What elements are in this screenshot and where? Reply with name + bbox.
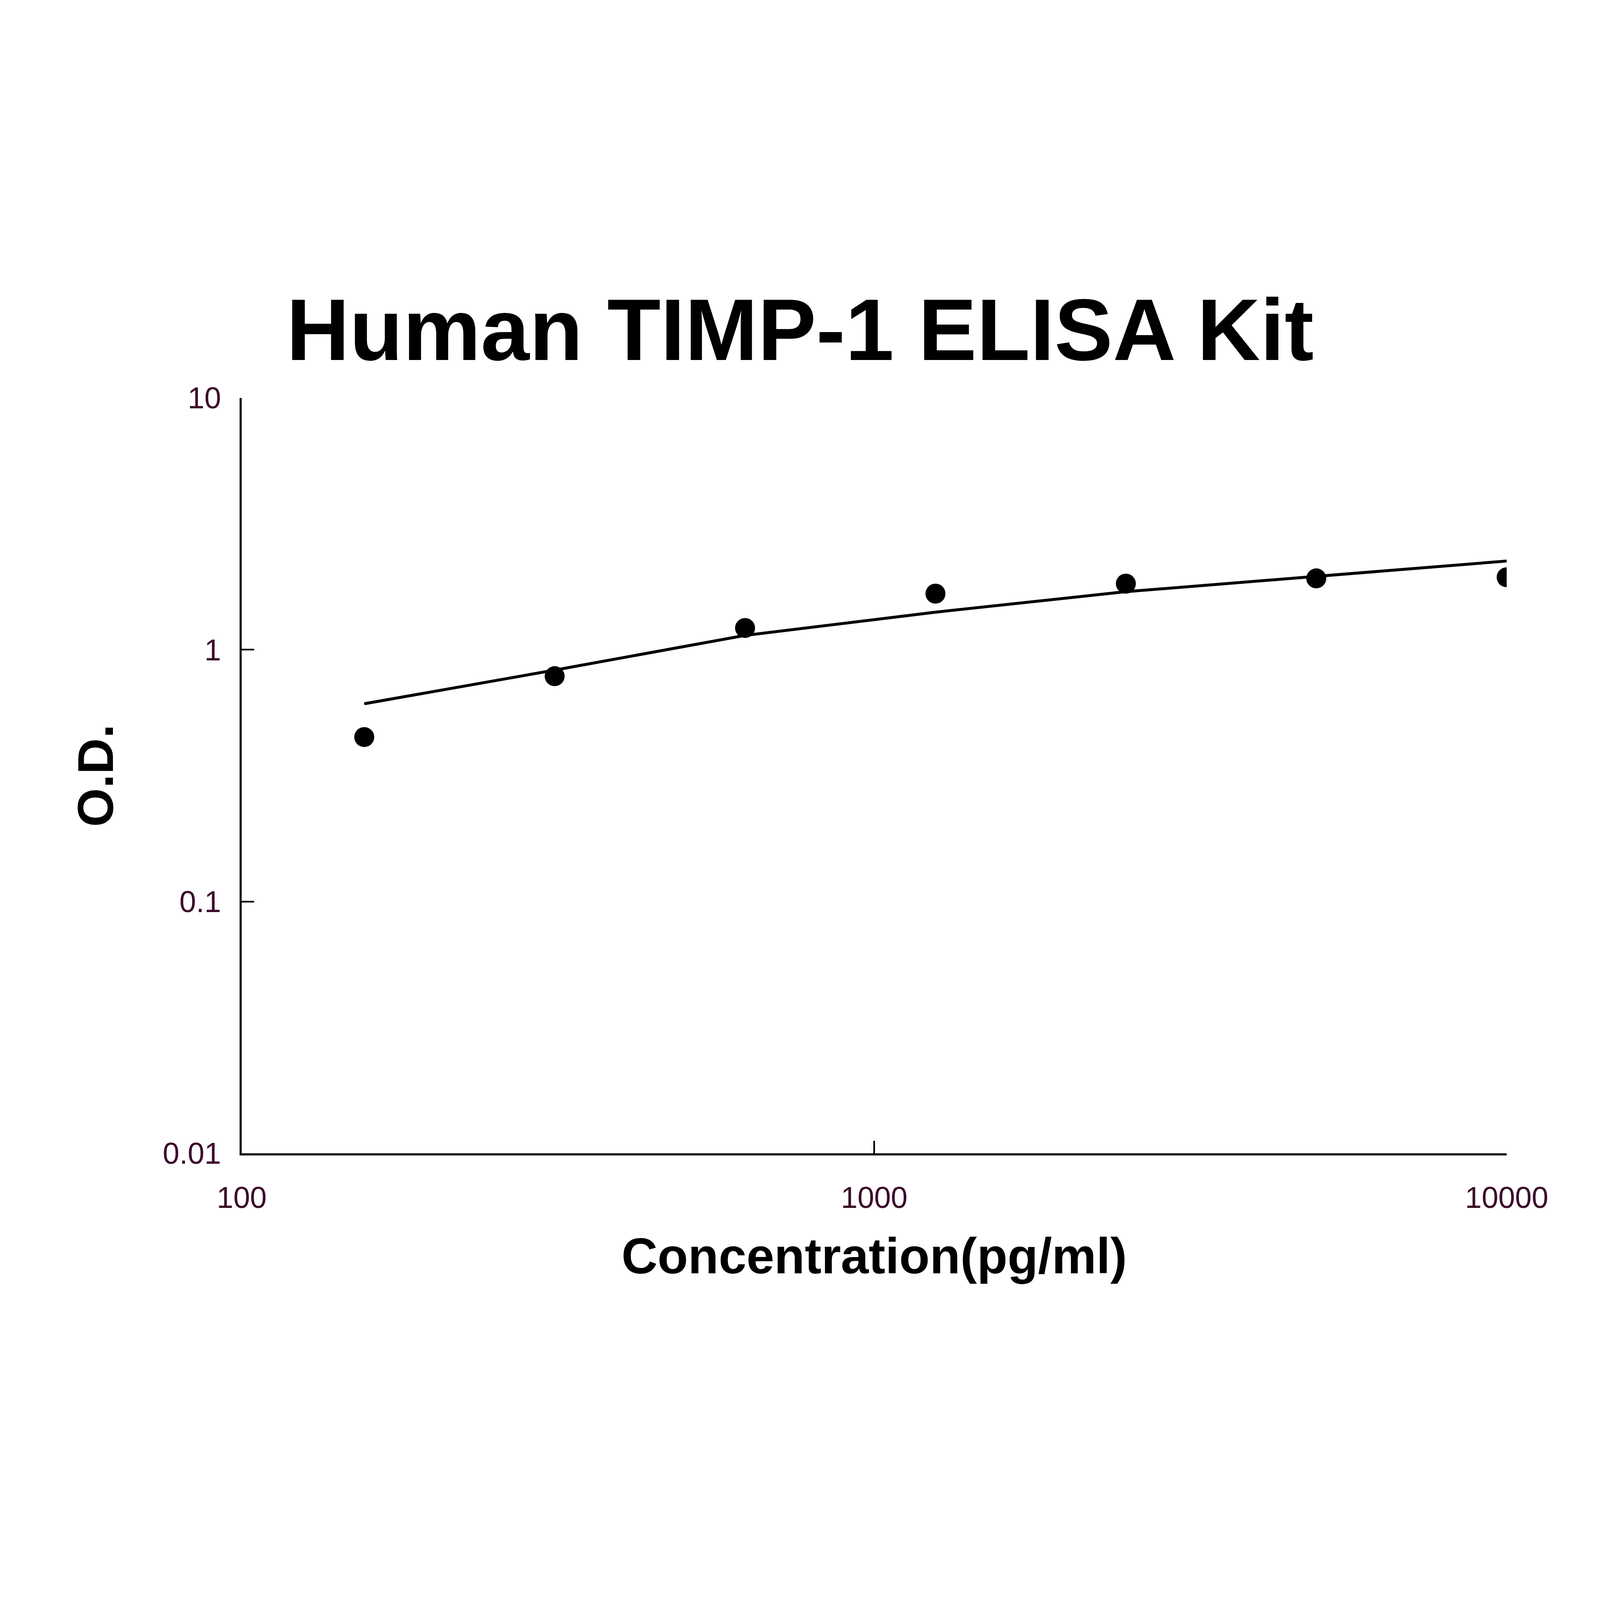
svg-text:100: 100 (216, 1180, 267, 1215)
svg-text:Human TIMP-1 ELISA Kit: Human TIMP-1 ELISA Kit (286, 280, 1314, 379)
svg-text:O.D.: O.D. (67, 724, 124, 828)
svg-text:Concentration(pg/ml): Concentration(pg/ml) (621, 1227, 1127, 1285)
svg-text:10: 10 (187, 381, 222, 415)
svg-text:10000: 10000 (1465, 1180, 1549, 1215)
svg-text:1: 1 (204, 633, 222, 667)
svg-text:0.01: 0.01 (162, 1136, 221, 1170)
svg-text:0.1: 0.1 (179, 885, 222, 919)
svg-text:1000: 1000 (840, 1180, 908, 1215)
